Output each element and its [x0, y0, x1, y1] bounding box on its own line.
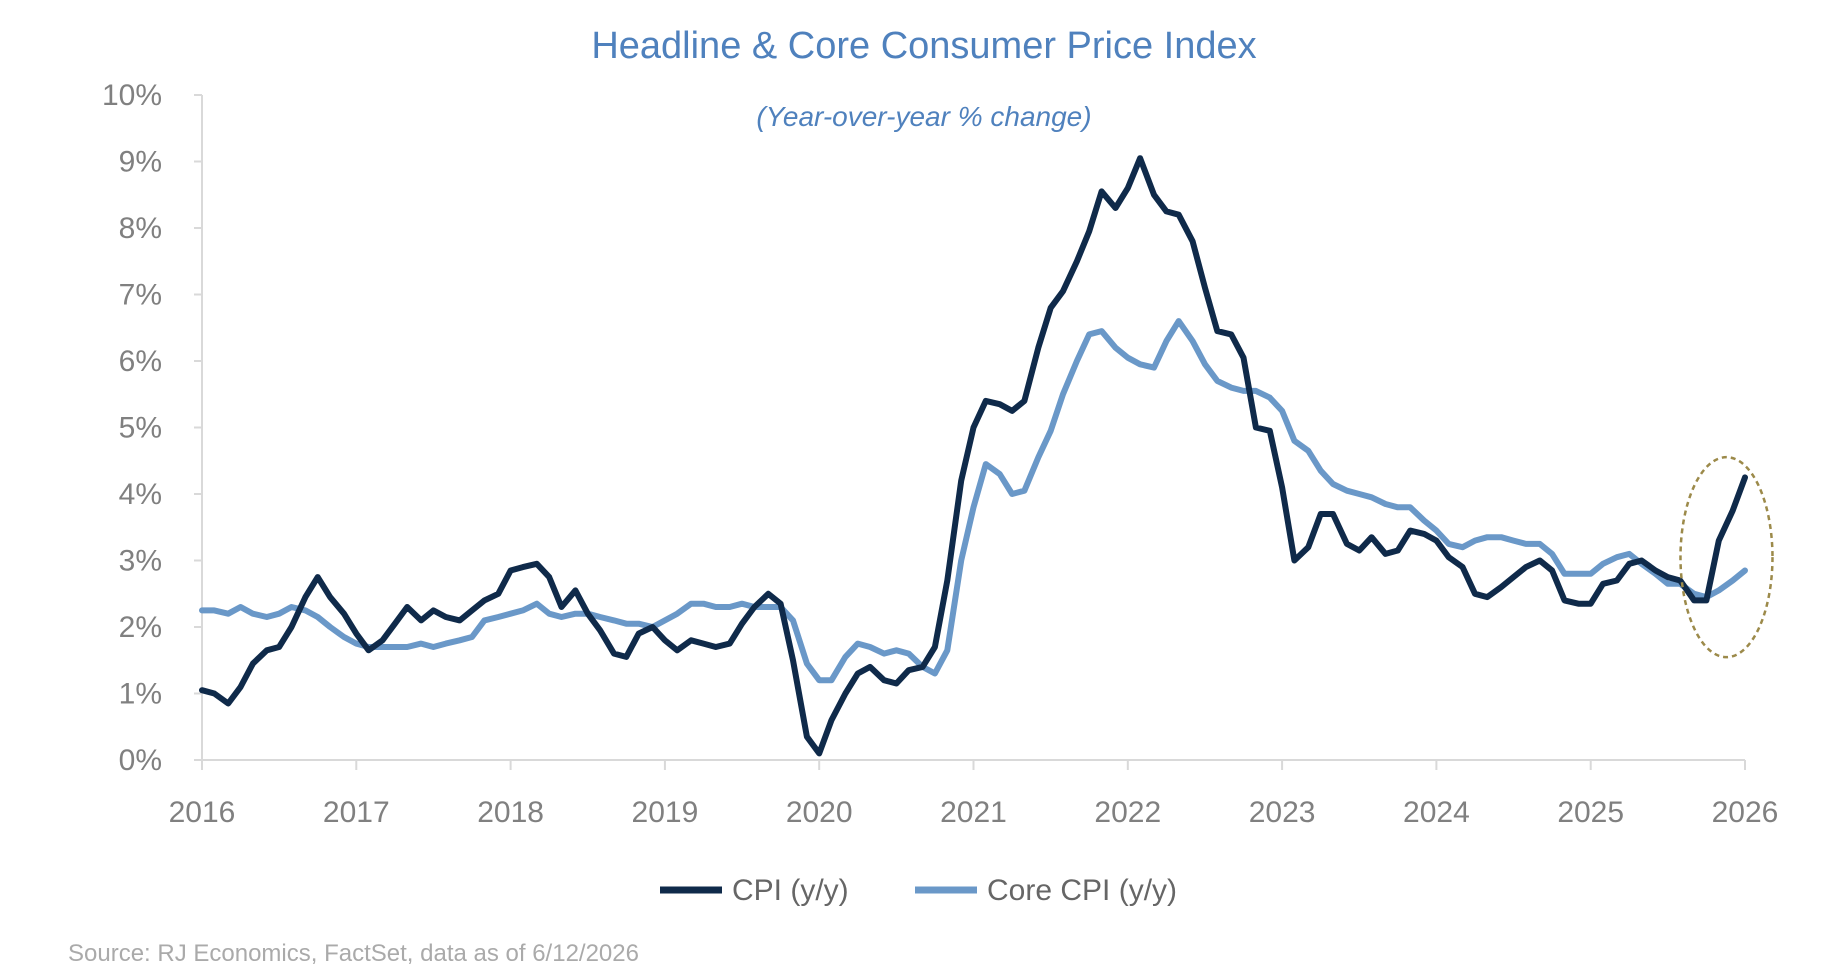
x-tick-label: 2024 [1403, 796, 1470, 829]
y-tick-label: 0% [119, 744, 162, 777]
x-tick-label: 2021 [940, 796, 1007, 829]
y-tick-label: 10% [102, 79, 162, 112]
legend-label-cpi: CPI (y/y) [732, 874, 849, 907]
x-tick-label: 2022 [1094, 796, 1161, 829]
legend-label-core-cpi: Core CPI (y/y) [987, 874, 1177, 907]
y-tick-label: 8% [119, 212, 162, 245]
highlight-ellipse-shape [1679, 455, 1774, 659]
series-line-core-cpi [199, 318, 1748, 684]
chart-title: Headline & Core Consumer Price Index [591, 25, 1256, 67]
x-tick-label: 2020 [786, 796, 853, 829]
highlight-ellipse [1679, 455, 1774, 659]
source-note: Source: RJ Economics, FactSet, data as o… [68, 940, 639, 967]
chart-subtitle: (Year-over-year % change) [756, 101, 1091, 132]
legend: CPI (y/y) Core CPI (y/y) [660, 874, 1177, 907]
y-tick-label: 6% [119, 345, 162, 378]
x-tick-label: 2016 [169, 796, 236, 829]
axes [201, 95, 1745, 761]
x-tick-label: 2019 [632, 796, 699, 829]
y-tick-label: 7% [119, 279, 162, 312]
x-axis-tick-labels: 2016 2017 2018 2019 2020 2021 2022 2023 2024 2025… [169, 760, 1779, 829]
y-tick-label: 3% [119, 545, 162, 578]
y-tick-label: 2% [119, 611, 162, 644]
y-tick-label: 1% [119, 678, 162, 711]
x-tick-label: 2018 [477, 796, 544, 829]
series-line-cpi [199, 155, 1748, 757]
y-tick-label: 4% [119, 478, 162, 511]
y-tick-label: 5% [119, 412, 162, 445]
x-tick-label: 2025 [1557, 796, 1624, 829]
y-tick-label: 9% [119, 146, 162, 179]
x-tick-label: 2023 [1249, 796, 1316, 829]
x-tick-label: 2017 [323, 796, 390, 829]
series-lines [199, 155, 1748, 757]
x-tick-label: 2026 [1712, 796, 1779, 829]
y-axis-tick-labels: 0% 1% 2% 3% 4% 5% 6% 7% 8% 9% 10% [102, 79, 202, 777]
